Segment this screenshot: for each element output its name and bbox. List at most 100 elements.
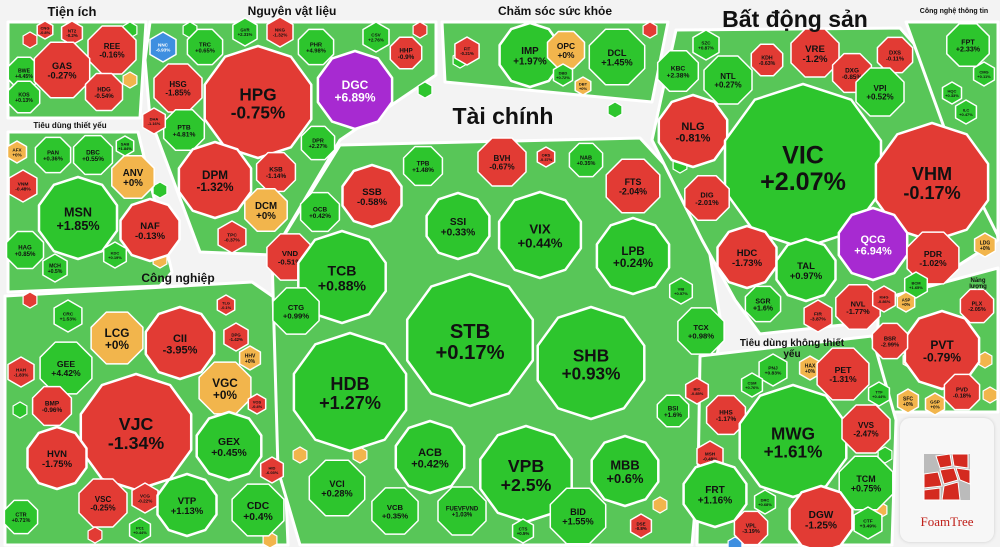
stock-cell-pet[interactable]: PET-1.31%	[816, 347, 870, 401]
stock-cell-imp[interactable]: IMP+1.97%	[498, 21, 562, 89]
stock-cell-dcl[interactable]: DCL+1.45%	[588, 28, 646, 86]
stock-cell-fpt[interactable]: FPT+2.33%	[946, 23, 990, 67]
stock-cell-phr[interactable]: PHR+4.98%	[297, 28, 335, 66]
stock-cell-sfc[interactable]: SFC+0%	[896, 388, 920, 414]
stock-cell-ocb[interactable]: OCB+0.42%	[299, 191, 341, 233]
stock-cell-mwg[interactable]: MWG+1.61%	[738, 383, 848, 499]
stock-cell-ssb[interactable]: SSB-0.58%	[341, 163, 403, 229]
stock-cell-dcm[interactable]: DCM+0%	[244, 188, 288, 232]
stock-cell-dgw[interactable]: DGW-1.25%	[788, 484, 854, 547]
stock-cell-dbd[interactable]: DBD+0.72%	[552, 63, 574, 87]
small-stock-cell[interactable]	[642, 21, 658, 39]
stock-cell-vtp[interactable]: VTP+1.13%	[156, 472, 218, 538]
stock-cell-cts[interactable]: CTS+0.5%	[511, 518, 535, 544]
stock-cell-hdg[interactable]: HDG-0.54%	[84, 72, 124, 112]
stock-cell-vhm[interactable]: VHM-0.17%	[874, 121, 990, 243]
stock-cell-ree[interactable]: REE-0.16%	[87, 25, 137, 75]
stock-cell-nt2[interactable]: NT2-0.2%	[60, 20, 84, 46]
stock-cell-pan[interactable]: PAN+0.36%	[34, 136, 72, 174]
stock-cell-nvl[interactable]: NVL-1.77%	[835, 284, 881, 330]
stock-cell-dpm[interactable]: DPM-1.32%	[177, 140, 253, 220]
stock-cell-hdb[interactable]: HDB+1.27%	[292, 331, 408, 453]
stock-cell-bvh[interactable]: BVH-0.67%	[477, 137, 527, 187]
stock-cell-dxs[interactable]: DXS-0.11%	[876, 36, 914, 74]
small-stock-cell[interactable]	[982, 386, 998, 404]
stock-cell-plx[interactable]: PLX-2.05%	[959, 288, 995, 324]
stock-cell-acb[interactable]: ACB+0.42%	[394, 419, 466, 495]
small-stock-cell[interactable]	[652, 496, 668, 514]
stock-cell-ksb[interactable]: KSB-1.14%	[255, 151, 297, 193]
small-stock-cell[interactable]	[22, 31, 38, 49]
stock-cell-kos[interactable]: KOS+0.13%	[7, 80, 41, 114]
stock-cell-tal[interactable]: TAL+0.97%	[775, 237, 837, 303]
stock-cell-tpb[interactable]: TPB+1.48%	[402, 145, 444, 187]
small-stock-cell[interactable]	[152, 181, 168, 199]
stock-cell-hhp[interactable]: HHP-0.9%	[389, 36, 423, 70]
stock-cell-dgc[interactable]: DGC+6.89%	[316, 49, 394, 131]
small-stock-cell[interactable]	[607, 101, 623, 119]
stock-cell-fuevfvnd[interactable]: FUEVFVND+1.03%	[437, 486, 487, 536]
stock-cell-mch[interactable]: MCH+0.5%	[42, 253, 68, 283]
stock-cell-vcg[interactable]: VCG-0.22%	[131, 482, 159, 514]
stock-cell-lcg[interactable]: LCG+0%	[90, 311, 144, 365]
stock-cell-dbc[interactable]: DBC+0.55%	[72, 134, 114, 176]
stock-cell-vsc[interactable]: VSC-0.25%	[78, 478, 128, 528]
stock-cell-nkg[interactable]: NKG-1.32%	[266, 16, 294, 48]
stock-cell-frt[interactable]: FRT+1.16%	[682, 459, 748, 529]
stock-cell-trc[interactable]: TRC+0.65%	[186, 28, 224, 66]
stock-cell-vcb[interactable]: VCB+0.35%	[371, 487, 419, 535]
small-stock-cell[interactable]	[122, 71, 138, 89]
stock-cell-stb[interactable]: STB+0.17%	[405, 272, 535, 408]
stock-cell-ssi[interactable]: SSI+0.33%	[425, 191, 491, 261]
stock-cell-asp[interactable]: ASP+0%	[896, 291, 916, 313]
stock-cell-hag[interactable]: HAG+0.85%	[5, 230, 45, 270]
stock-cell-cmg[interactable]: CMG+0.11%	[972, 61, 996, 87]
stock-cell-afx[interactable]: AFX+0%	[6, 140, 28, 164]
foamtree-logo[interactable]: FoamTree	[900, 418, 994, 542]
stock-cell-nab[interactable]: NAB+0.35%	[568, 142, 604, 178]
stock-cell-shb[interactable]: SHB+0.93%	[536, 305, 646, 421]
stock-cell-csv[interactable]: CSV+2.76%	[362, 21, 390, 53]
stock-cell-vos[interactable]: VOS-0.4%	[247, 393, 267, 415]
stock-cell-vpl[interactable]: VPL-3.19%	[733, 510, 769, 546]
stock-cell-hhv[interactable]: HHV+0%	[238, 345, 262, 371]
stock-cell-vnm[interactable]: VNM-0.48%	[8, 169, 38, 203]
stock-cell-hah[interactable]: HAH-1.83%	[7, 356, 35, 388]
stock-cell-ttf[interactable]: TTF+0.44%	[867, 381, 891, 407]
stock-cell-lpb[interactable]: LPB+0.24%	[595, 216, 671, 296]
small-stock-cell[interactable]	[417, 81, 433, 99]
stock-cell-nnc[interactable]: NNC-6.93%	[149, 31, 177, 63]
stock-cell-cng[interactable]: CNG-0.8%	[36, 20, 54, 40]
small-stock-cell[interactable]	[412, 21, 428, 39]
stock-cell-hqc[interactable]: HQC+0.33%	[941, 81, 963, 105]
stock-cell-drc[interactable]: DRC+0.68%	[753, 489, 777, 515]
stock-cell-ctg[interactable]: CTG+0.99%	[272, 287, 320, 335]
stock-cell-bsr[interactable]: BSR-2.99%	[871, 322, 909, 360]
stock-cell-hid[interactable]: HID-6.03%	[259, 456, 285, 484]
stock-cell-ptb[interactable]: PTB+4.81%	[162, 108, 206, 152]
stock-cell-qcg[interactable]: QCG+6.94%	[837, 206, 909, 282]
stock-cell-ctf[interactable]: CTF+3.49%	[853, 506, 883, 540]
stock-cell-szc[interactable]: SZC+0.87%	[692, 29, 720, 61]
stock-cell-nlg[interactable]: NLG-0.81%	[657, 93, 729, 169]
stock-cell-vgc[interactable]: VGC+0%	[198, 361, 252, 415]
stock-cell-gsp[interactable]: GSP+0%	[924, 392, 946, 416]
stock-cell-bic[interactable]: BIC-0.85%	[684, 377, 710, 405]
stock-cell-gee[interactable]: GEE+4.42%	[39, 341, 93, 395]
stock-cell-dpg[interactable]: DPG-1.42%	[223, 322, 249, 352]
stock-cell-vix[interactable]: VIX+0.44%	[497, 190, 583, 280]
stock-cell-msn[interactable]: MSN+1.85%	[37, 175, 119, 261]
stock-cell-vre[interactable]: VRE-1.2%	[790, 28, 840, 78]
small-stock-cell[interactable]	[12, 401, 28, 419]
stock-cell-sab[interactable]: SAB+1.84%	[115, 135, 135, 157]
stock-cell-tcx[interactable]: TCX+0.98%	[677, 307, 725, 355]
stock-cell-hdc[interactable]: HDC-1.73%	[716, 224, 778, 290]
stock-cell-anv[interactable]: ANV+0%	[111, 155, 155, 199]
stock-cell-tcb[interactable]: TCB+0.88%	[297, 229, 387, 325]
stock-cell-dig[interactable]: DIG-2.01%	[684, 175, 730, 221]
stock-cell-tpc[interactable]: TPC-0.37%	[217, 220, 247, 254]
stock-cell-bsi[interactable]: BSI+1.6%	[656, 394, 690, 428]
stock-cell-vvs[interactable]: VVS-2.47%	[841, 404, 891, 454]
stock-cell-csm[interactable]: CSM+0.76%	[740, 372, 764, 398]
stock-cell-hhs[interactable]: HHS-1.17%	[705, 394, 747, 436]
